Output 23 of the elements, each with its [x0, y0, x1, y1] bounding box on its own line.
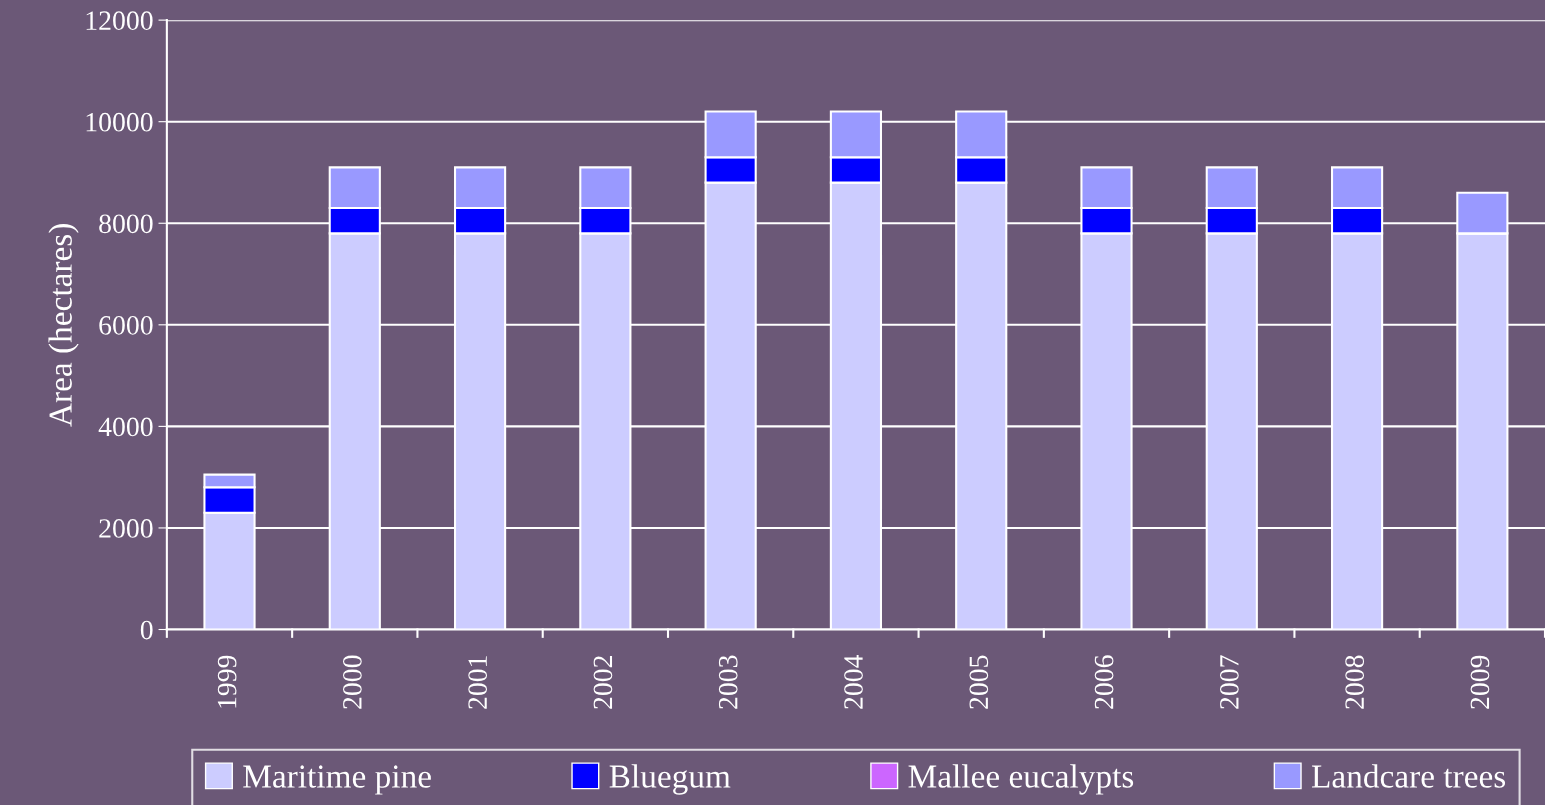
legend-label: Maritime pine — [243, 765, 431, 795]
x-tick-label: 2000 — [343, 655, 362, 709]
legend-label: Bluegum — [609, 764, 731, 795]
x-tick-label: 2009 — [1470, 655, 1490, 709]
x-tick-label: 2002 — [593, 656, 613, 709]
x-tick-label: 2005 — [969, 655, 989, 709]
y-tick-label: 8000 — [99, 214, 153, 234]
x-tick-label: 1999 — [217, 655, 237, 708]
x-tick-label: 2004 — [844, 654, 863, 709]
legend-label: Mallee eucalypts — [908, 764, 1134, 795]
y-tick-label: 4000 — [98, 417, 153, 437]
y-tick-label: 0 — [140, 620, 153, 640]
x-tick-label: 2001 — [468, 656, 488, 709]
x-tick-label: 2007 — [1219, 655, 1239, 709]
y-tick-label: 10000 — [86, 112, 153, 132]
y-axis-title: Area (hectares) — [48, 224, 79, 427]
y-tick-label: 2000 — [99, 519, 153, 538]
x-tick-label: 2008 — [1345, 655, 1365, 709]
legend-label: Landcare trees — [1311, 764, 1506, 788]
y-tick-label: 6000 — [99, 315, 153, 335]
x-tick-label: 2006 — [1094, 655, 1114, 709]
y-tick-label: 12000 — [86, 11, 153, 31]
x-tick-label: 2003 — [718, 655, 738, 709]
